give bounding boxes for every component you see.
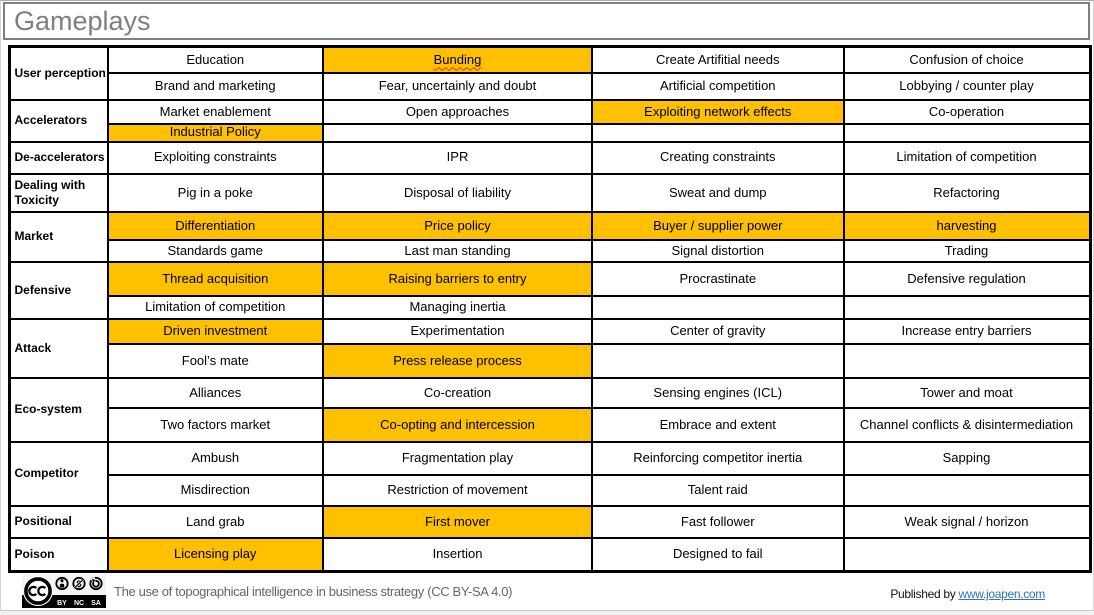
svg-text:SA: SA [91, 600, 101, 607]
svg-text:NC: NC [74, 600, 84, 607]
svg-text:BY: BY [57, 600, 67, 607]
